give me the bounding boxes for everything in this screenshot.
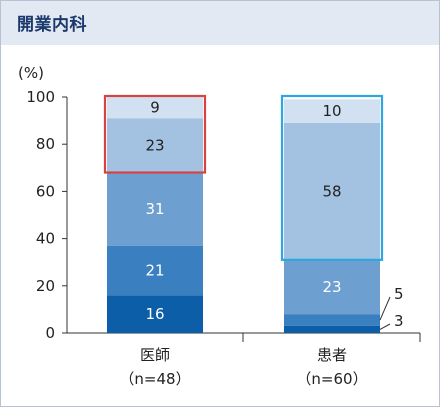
y-tick-label: 60 (36, 182, 55, 200)
highlight-box (103, 94, 207, 174)
y-tick-label: 0 (45, 324, 55, 342)
data-label: 23 (322, 278, 341, 296)
highlight-boxes (103, 94, 384, 261)
data-label: 21 (145, 261, 164, 279)
data-label: 10 (322, 102, 341, 120)
data-label: 3 (394, 312, 404, 330)
y-tick-label: 100 (26, 88, 55, 106)
chart-title: 開業内科 (17, 15, 87, 35)
data-label: 23 (145, 136, 164, 154)
bar-segment (284, 122, 380, 260)
bar-segment (107, 295, 203, 333)
bars: 16 21 31 23 9 3 5 23 58 10 (107, 97, 404, 333)
bar-segment (107, 97, 203, 119)
data-label: 5 (394, 285, 404, 303)
y-tick-label: 80 (36, 135, 55, 153)
data-label: 9 (150, 99, 160, 117)
highlight-box (280, 94, 384, 261)
bar-segment (284, 259, 380, 315)
leader-line (379, 323, 391, 330)
data-label: 16 (145, 305, 164, 323)
bar-segment (284, 99, 380, 123)
data-label: 58 (322, 182, 341, 200)
bar-segment (107, 172, 203, 246)
y-tick-label: 20 (36, 277, 55, 295)
bar-segment (284, 325, 380, 333)
category-sample-size: （n=48） (119, 370, 190, 388)
header-bar: 開業内科 (1, 1, 439, 45)
y-axis-unit: (%) (18, 64, 44, 82)
leader-line (379, 296, 391, 321)
bar-segment (107, 118, 203, 173)
data-label: 31 (145, 200, 164, 218)
bar-segment (284, 314, 380, 326)
category-label: 医師 (140, 346, 170, 364)
y-tick-label: 40 (36, 230, 55, 248)
bar-segment (107, 245, 203, 296)
category-sample-size: （n=60） (296, 370, 367, 388)
category-label: 患者 (317, 346, 347, 364)
